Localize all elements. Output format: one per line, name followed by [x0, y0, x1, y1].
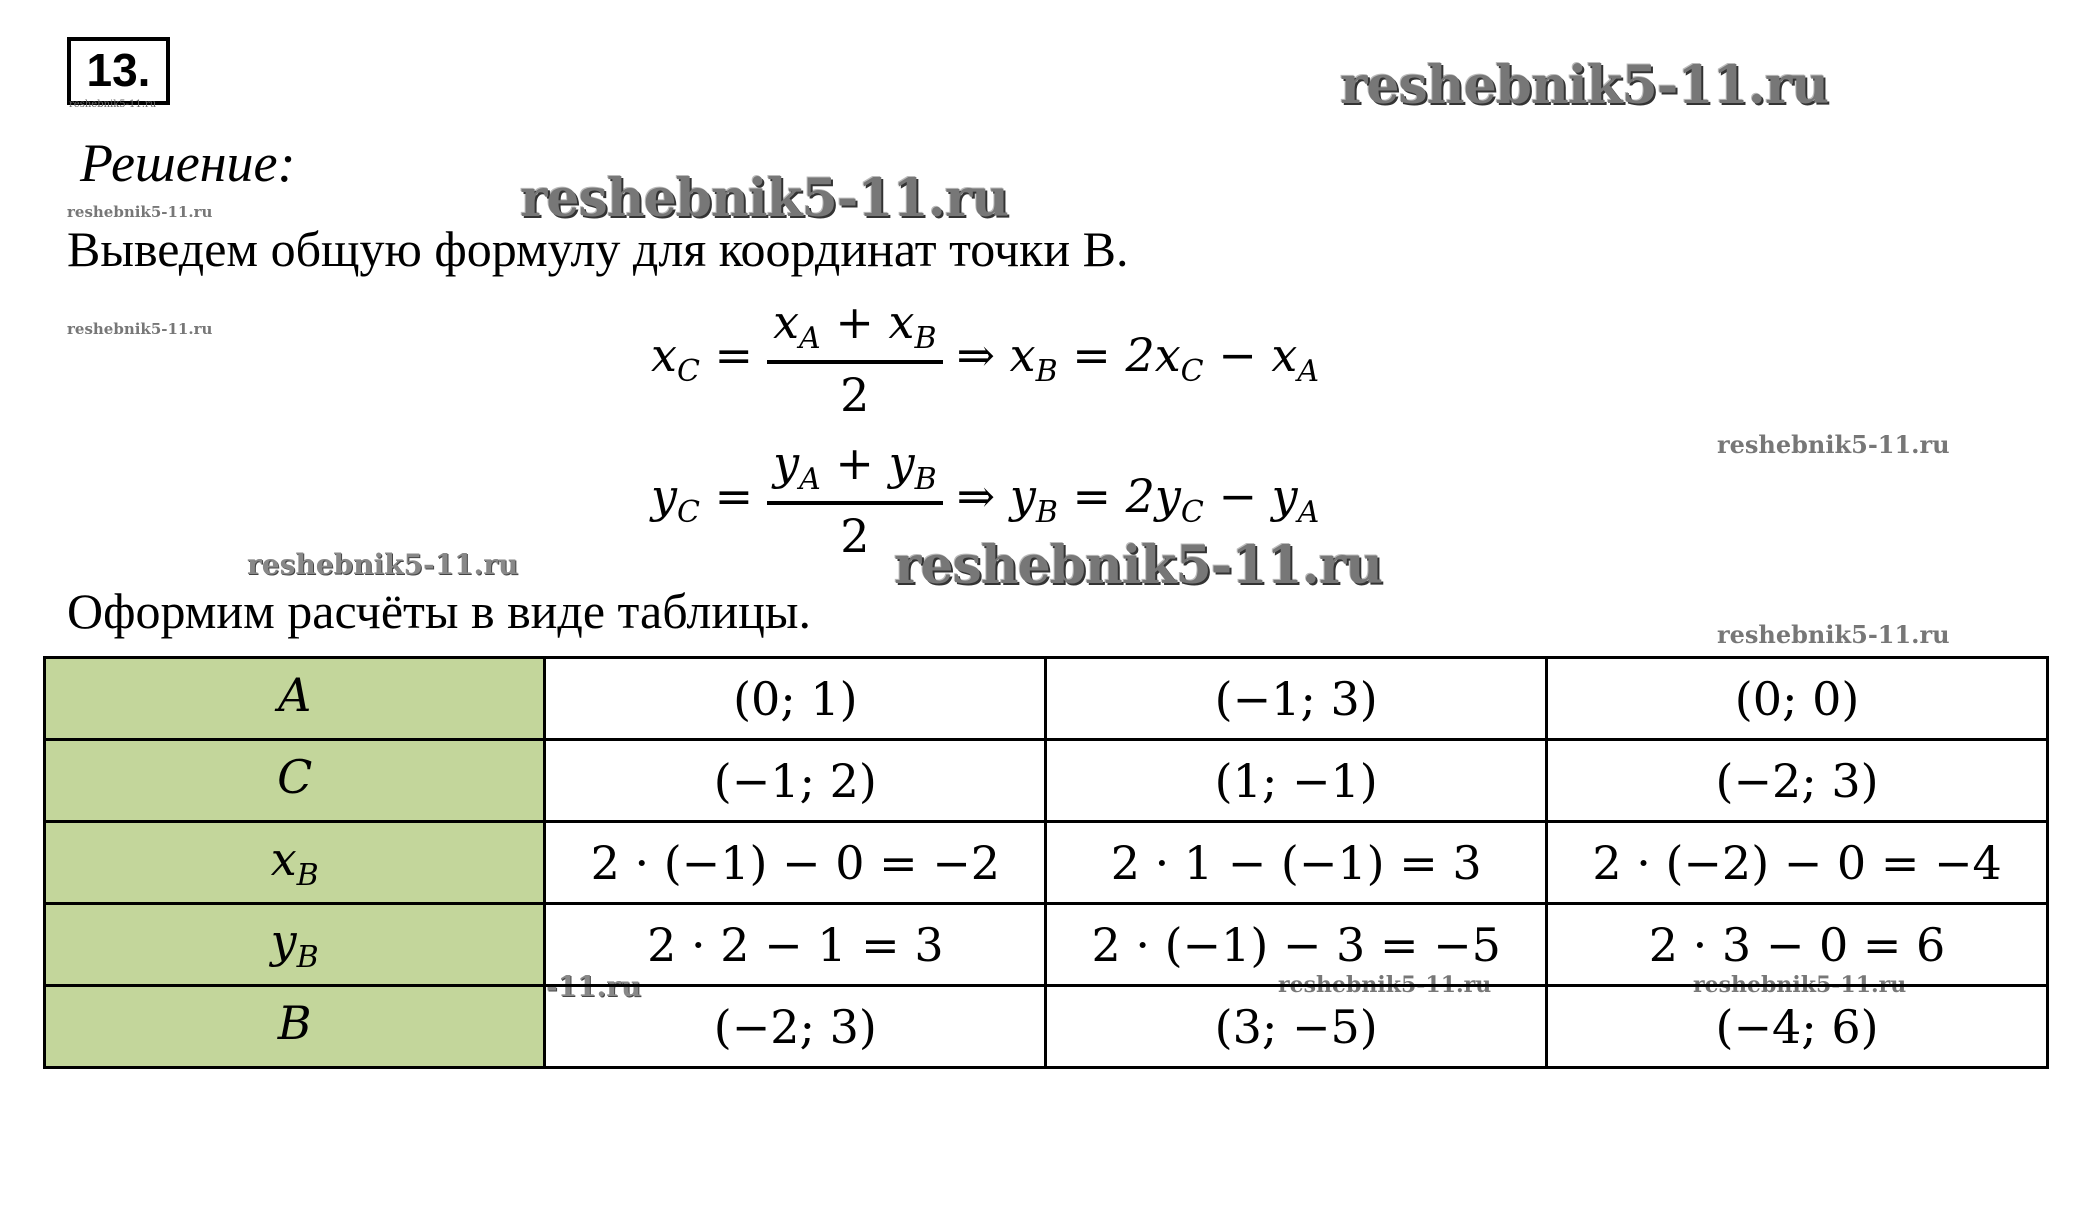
- watermark: reshebnik5-11.ru: [67, 320, 213, 338]
- row-label: xB: [42, 820, 547, 905]
- row-label: yB: [42, 902, 547, 987]
- table-cell: (−2; 3): [1545, 738, 2049, 823]
- problem-number: 13.: [67, 37, 170, 105]
- table-cell: (−1; 2): [543, 738, 1048, 823]
- table-cell: (3; −5): [1044, 984, 1549, 1069]
- intro-text: Выведем общую формулу для координат точк…: [67, 221, 1129, 277]
- table-cell: 2 · 1 − (−1) = 3: [1044, 820, 1549, 905]
- row-label: A: [42, 656, 547, 741]
- watermark: reshebnik5-11.ru: [520, 168, 1009, 229]
- calculation-table: A (0; 1) (−1; 3) (0; 0) C (−1; 2) (1; −1) (−2; …: [42, 656, 2049, 1069]
- row-label: C: [42, 738, 547, 823]
- formula-x: xC = xA + xB 2 ⇒ xB = 2xC − xA: [651, 295, 1320, 423]
- table-cell: (0; 0): [1545, 656, 2049, 741]
- table-row: B (−2; 3) (3; −5) (−4; 6): [42, 984, 2049, 1069]
- watermark: reshebnik5-11.ru: [247, 548, 519, 581]
- table-cell: (0; 1): [543, 656, 1048, 741]
- table-cell: (−4; 6): [1545, 984, 2049, 1069]
- table-cell: 2 · 2 − 1 = 3: [543, 902, 1048, 987]
- formula-y: yC = yA + yB 2 ⇒ yB = 2yC − yA: [651, 436, 1320, 564]
- watermark: reshebnik5-11.ru: [1717, 430, 1950, 459]
- table-cell: 2 · (−1) − 3 = −5: [1044, 902, 1549, 987]
- watermark: reshebnik5-11.ru: [894, 535, 1383, 596]
- table-cell: 2 · (−2) − 0 = −4: [1545, 820, 2049, 905]
- table-cell: (1; −1): [1044, 738, 1549, 823]
- watermark: reshebnik5-11.ru: [67, 203, 213, 221]
- table-intro: Оформим расчёты в виде таблицы.: [67, 583, 811, 639]
- watermark: reshebnik5-11.ru: [1717, 620, 1950, 649]
- table-cell: (−1; 3): [1044, 656, 1549, 741]
- watermark: reshebnik5-11.ru: [69, 99, 157, 110]
- table-cell: 2 · 3 − 0 = 6: [1545, 902, 2049, 987]
- row-label: B: [42, 984, 547, 1069]
- table-cell: (−2; 3): [543, 984, 1048, 1069]
- solution-heading: Решение:: [80, 133, 296, 193]
- watermark: reshebnik5-11.ru: [1340, 55, 1829, 116]
- table-row: C (−1; 2) (1; −1) (−2; 3): [42, 738, 2049, 823]
- table-row: A (0; 1) (−1; 3) (0; 0): [42, 656, 2049, 741]
- table-cell: 2 · (−1) − 0 = −2: [543, 820, 1048, 905]
